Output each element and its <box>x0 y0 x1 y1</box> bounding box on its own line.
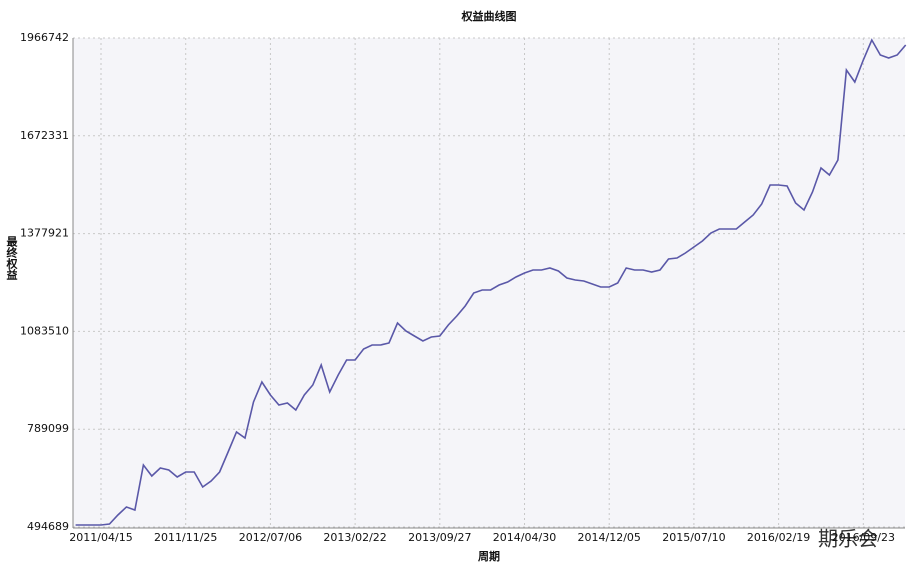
x-tick-label: 2014/12/05 <box>578 531 641 544</box>
plot-area <box>73 38 905 528</box>
x-tick-label: 2011/04/15 <box>69 531 132 544</box>
x-tick-label: 2014/04/30 <box>493 531 556 544</box>
y-tick-label: 1083510 <box>20 324 69 337</box>
chart-title: 权益曲线图 <box>461 9 517 23</box>
y-tick-label: 1672331 <box>20 129 69 142</box>
y-tick-label: 1966742 <box>20 31 69 44</box>
watermark: 期乐会 <box>818 527 878 551</box>
y-axis-label: 最终权益 <box>5 236 19 280</box>
y-tick-label: 789099 <box>27 422 69 435</box>
y-tick-label: 1377921 <box>20 227 69 240</box>
x-tick-label: 2015/07/10 <box>662 531 725 544</box>
line-series <box>75 38 907 526</box>
x-tick-label: 2016/09/23 <box>832 531 895 544</box>
x-tick-label: 2013/09/27 <box>408 531 471 544</box>
x-tick-label: 2012/07/06 <box>239 531 302 544</box>
y-tick-label: 494689 <box>27 520 69 533</box>
x-axis-label: 周期 <box>478 549 500 563</box>
x-tick-label: 2013/02/22 <box>323 531 386 544</box>
x-tick-label: 2016/02/19 <box>747 531 810 544</box>
x-tick-label: 2011/11/25 <box>154 531 217 544</box>
